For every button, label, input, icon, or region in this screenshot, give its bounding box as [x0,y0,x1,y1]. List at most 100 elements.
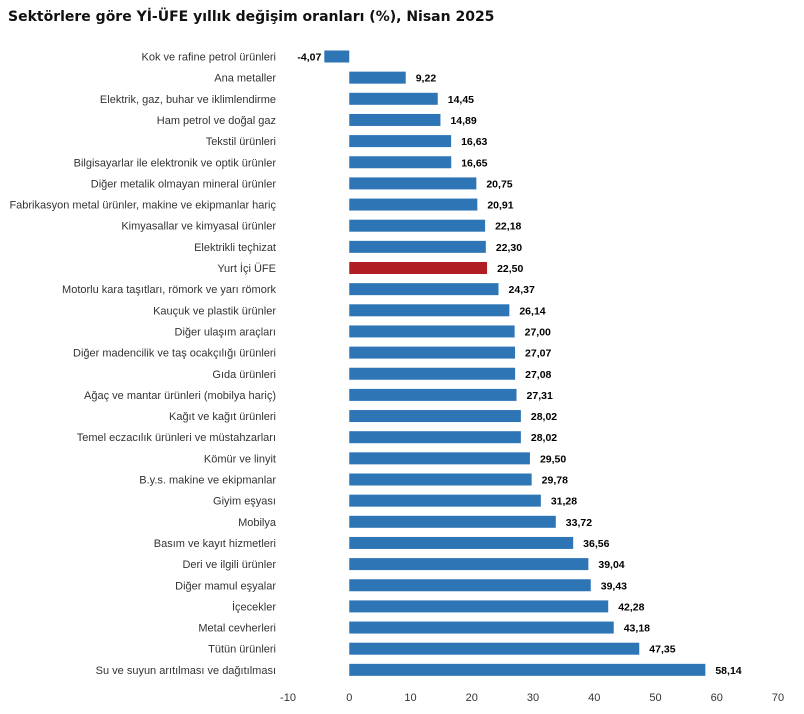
value-label: 47,35 [649,644,675,656]
value-label: 36,56 [583,538,609,550]
value-label: 27,08 [525,369,551,381]
value-label: 39,43 [601,580,627,592]
bar [349,473,532,486]
bar [349,388,517,401]
category-label: Basım ve kayıt hizmetleri [154,538,276,550]
category-label: Diğer ulaşım araçları [175,326,276,338]
category-label: Tütün ürünleri [208,644,276,656]
bar-highlight [349,262,488,274]
x-tick-label: 20 [466,692,478,704]
bar [349,240,486,253]
value-label: 33,72 [566,517,592,529]
bar [349,283,499,296]
category-label: Motorlu kara taşıtları, römork ve yarı r… [62,284,276,296]
value-label: 14,45 [448,94,474,106]
value-label: 27,31 [527,390,553,402]
category-label: İçecekler [232,600,276,613]
category-label: Ana metaller [214,73,276,85]
category-label: Elektrik, gaz, buhar ve iklimlendirme [100,94,276,106]
bar [349,600,609,613]
value-label: 29,50 [540,453,566,465]
value-label: 43,18 [624,623,650,635]
x-tick-label: 10 [404,692,416,704]
bar [349,663,706,676]
value-label: 31,28 [551,496,577,508]
category-label: Elektrikli teçhizat [194,242,276,254]
bar [349,113,441,126]
category-label: Kağıt ve kağıt ürünleri [169,411,276,423]
chart-title: Sektörlere göre Yİ-ÜFE yıllık değişim or… [8,9,495,25]
value-label: 27,00 [525,326,551,338]
bar [349,219,486,232]
x-tick-label: 70 [772,692,784,704]
category-label: Tekstil ürünleri [206,136,276,148]
x-tick-label: 30 [527,692,539,704]
x-tick-label: 50 [649,692,661,704]
category-label: Temel eczacılık ürünleri ve müstahzarlar… [77,432,276,444]
value-label: 42,28 [618,601,644,613]
value-label: 28,02 [531,411,557,423]
value-label: 27,07 [525,348,551,360]
category-label: Fabrikasyon metal ürünler, makine ve eki… [9,200,276,212]
value-label: -4,07 [297,52,321,64]
value-label: 24,37 [509,284,535,296]
bar [349,431,521,444]
category-label: Bilgisayarlar ile elektronik ve optik ür… [74,157,277,169]
bar [349,410,521,423]
category-label: Diğer mamul eşyalar [175,580,276,592]
value-label: 29,78 [542,475,568,487]
bar [349,367,516,380]
x-tick-label: 40 [588,692,600,704]
category-label: Metal cevherleri [198,623,276,635]
category-label: Yurt İçi ÜFE [217,262,276,275]
bar [349,642,640,655]
x-tick-label: 0 [346,692,352,704]
value-label: 16,63 [461,136,487,148]
bar [349,346,516,359]
value-label: 20,75 [486,178,512,190]
value-label: 16,65 [461,157,487,169]
category-label: Su ve suyun arıtılması ve dağıtılması [96,665,276,677]
bar [349,325,515,338]
bar [349,304,510,317]
bar [349,156,452,169]
bar [349,71,406,84]
category-label: Kömür ve linyit [204,453,276,465]
category-label: B.y.s. makine ve ekipmanlar [139,475,276,487]
category-label: Ham petrol ve doğal gaz [157,115,276,127]
bar [349,558,589,571]
value-label: 20,91 [487,200,513,212]
bar [349,515,556,528]
category-label: Deri ve ilgili ürünler [182,559,276,571]
bar [349,494,541,507]
category-label: Giyim eşyası [213,496,276,508]
value-label: 22,30 [496,242,522,254]
bar [349,135,452,148]
bar [349,198,478,211]
bar [324,50,350,63]
category-label: Ağaç ve mantar ürünleri (mobilya hariç) [84,390,276,402]
value-label: 9,22 [416,73,437,85]
bar [349,579,591,592]
value-label: 14,89 [450,115,476,127]
x-tick-label: -10 [280,692,296,704]
bar [349,452,530,465]
value-label: 39,04 [598,559,624,571]
bar [349,177,477,190]
x-tick-label: 60 [711,692,723,704]
category-label: Diğer metalik olmayan mineral ürünler [91,178,277,190]
category-label: Mobilya [238,517,277,529]
value-label: 28,02 [531,432,557,444]
category-label: Kimyasallar ve kimyasal ürünler [121,221,276,233]
bar [349,621,614,634]
category-label: Kauçuk ve plastik ürünler [153,305,276,317]
value-label: 22,18 [495,221,521,233]
bar [349,92,438,105]
category-label: Diğer madencilik ve taş ocakçılığı ürünl… [73,348,276,360]
category-label: Kok ve rafine petrol ürünleri [141,52,276,64]
bar [349,536,574,549]
value-label: 58,14 [715,665,741,677]
value-label: 26,14 [519,305,545,317]
category-label: Gıda ürünleri [212,369,276,381]
